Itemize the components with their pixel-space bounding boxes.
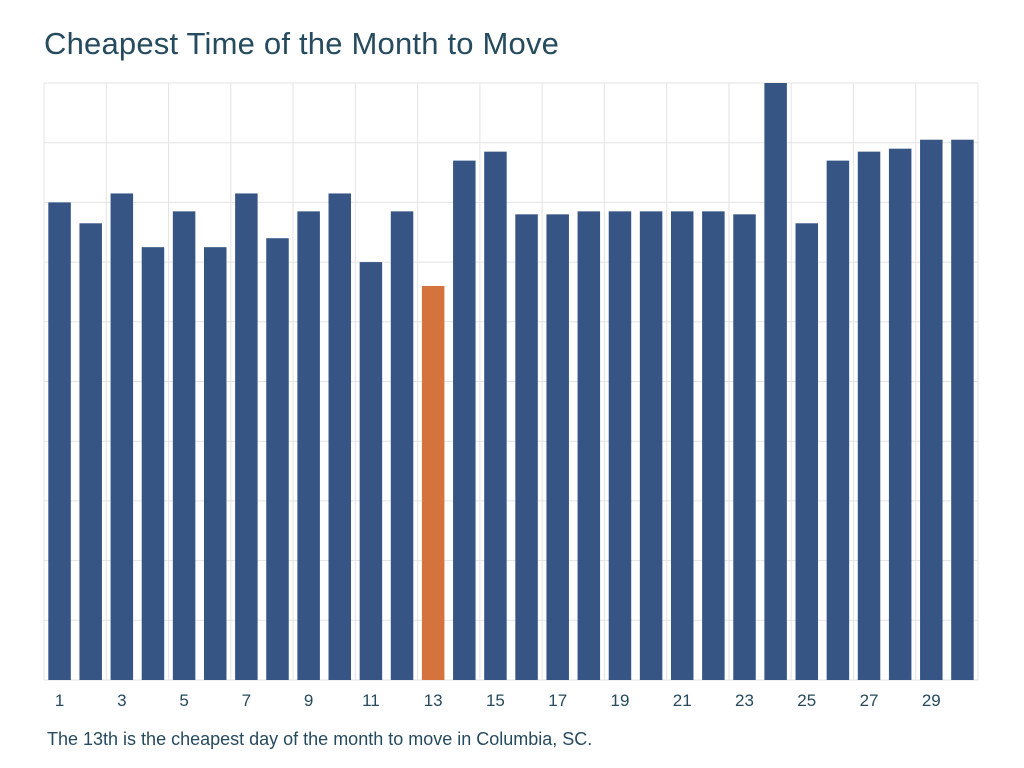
bar — [702, 211, 725, 681]
x-tick-label: 23 — [735, 691, 754, 710]
x-tick-label: 11 — [362, 691, 380, 710]
bar — [639, 211, 663, 681]
bar — [297, 211, 320, 681]
bar — [826, 160, 850, 681]
chart-caption: The 13th is the cheapest day of the mont… — [47, 729, 593, 749]
bar — [951, 139, 974, 681]
bar — [764, 83, 787, 680]
bar — [390, 211, 414, 681]
chart-title: Cheapest Time of the Month to Move — [44, 26, 560, 61]
bar — [48, 202, 71, 680]
bar — [484, 151, 507, 680]
bar — [453, 160, 476, 681]
bar — [670, 211, 694, 681]
bars — [48, 83, 974, 681]
bar — [235, 193, 258, 680]
bar — [546, 214, 569, 680]
bar — [203, 247, 227, 681]
bar — [141, 247, 165, 681]
x-tick-label: 1 — [55, 691, 64, 710]
x-tick-label: 7 — [242, 691, 251, 710]
x-tick-label: 19 — [611, 691, 630, 710]
bar — [515, 214, 538, 680]
grid-lines — [43, 82, 979, 681]
x-tick-label: 29 — [922, 691, 941, 710]
bar — [888, 148, 912, 681]
x-tick-label: 3 — [117, 691, 126, 710]
bar — [920, 139, 943, 681]
bar — [110, 193, 134, 680]
bar — [733, 214, 756, 680]
bar — [328, 193, 352, 680]
x-tick-label: 21 — [673, 691, 692, 710]
x-tick-label: 13 — [424, 691, 443, 710]
x-tick-label: 25 — [797, 691, 816, 710]
x-tick-label: 5 — [179, 691, 188, 710]
x-tick-label: 17 — [548, 691, 567, 710]
bar — [857, 151, 881, 680]
bar — [172, 211, 196, 681]
bar-highlighted — [421, 285, 445, 680]
x-tick-label: 9 — [304, 691, 313, 710]
x-tick-label: 27 — [860, 691, 879, 710]
bar — [608, 211, 632, 681]
bar — [577, 211, 601, 681]
bar — [266, 238, 289, 680]
x-axis-ticks: 1 3 5 7 9 11 13 15 17 19 21 23 25 27 29 — [55, 691, 941, 710]
bar — [359, 262, 383, 680]
x-tick-label: 15 — [486, 691, 505, 710]
bar — [79, 223, 102, 681]
bar — [795, 223, 819, 681]
